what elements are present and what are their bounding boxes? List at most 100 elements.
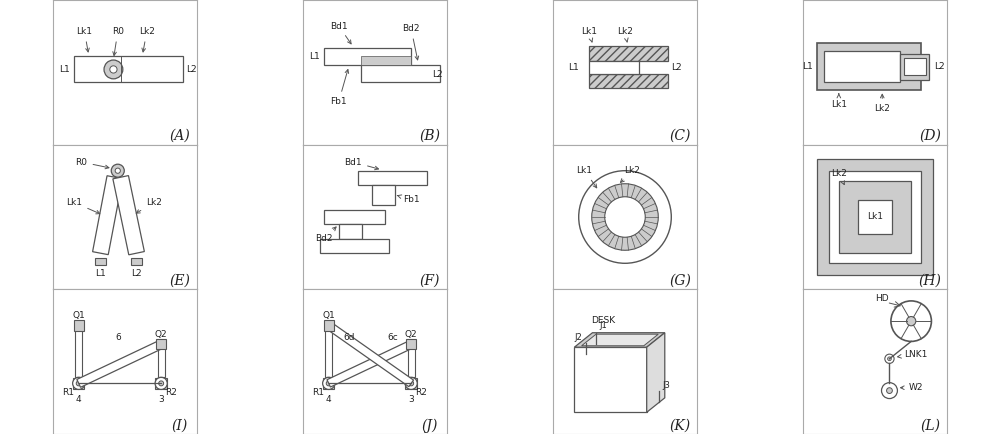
Circle shape bbox=[73, 377, 85, 389]
Bar bbox=[589, 74, 668, 88]
Bar bbox=[817, 43, 921, 90]
Text: (L): (L) bbox=[920, 418, 940, 432]
Bar bbox=[75, 326, 82, 377]
Bar bbox=[131, 257, 142, 265]
Polygon shape bbox=[582, 334, 658, 346]
Text: R1: R1 bbox=[63, 388, 75, 397]
Text: 6c: 6c bbox=[387, 333, 398, 342]
Text: Lk2: Lk2 bbox=[831, 169, 847, 184]
Text: (G): (G) bbox=[669, 274, 691, 288]
Bar bbox=[839, 181, 911, 253]
Bar bbox=[73, 378, 84, 389]
Text: J1: J1 bbox=[599, 322, 607, 330]
Text: Q1: Q1 bbox=[72, 311, 85, 320]
Circle shape bbox=[323, 377, 335, 389]
Circle shape bbox=[115, 168, 120, 173]
Text: LNK1: LNK1 bbox=[898, 350, 927, 359]
Text: Lk2: Lk2 bbox=[874, 94, 890, 113]
Polygon shape bbox=[574, 333, 665, 347]
Circle shape bbox=[891, 301, 931, 342]
Circle shape bbox=[579, 171, 671, 263]
Text: Fb1: Fb1 bbox=[397, 195, 419, 204]
Bar bbox=[325, 326, 332, 377]
Text: Bd2: Bd2 bbox=[316, 227, 336, 243]
Circle shape bbox=[326, 381, 331, 386]
Text: L1: L1 bbox=[95, 269, 106, 278]
Text: (F): (F) bbox=[420, 274, 440, 288]
Text: Lk2: Lk2 bbox=[136, 198, 162, 213]
Bar bbox=[358, 171, 427, 185]
Bar bbox=[74, 320, 84, 331]
Text: 4: 4 bbox=[326, 395, 332, 404]
Bar bbox=[900, 53, 929, 79]
Bar bbox=[324, 48, 411, 65]
Text: Lk2: Lk2 bbox=[617, 27, 633, 42]
Text: Lk1: Lk1 bbox=[576, 166, 597, 188]
Circle shape bbox=[592, 184, 658, 250]
Text: Fb1: Fb1 bbox=[331, 69, 349, 106]
Bar bbox=[372, 185, 395, 205]
Text: 4: 4 bbox=[76, 395, 82, 404]
Text: (I): (I) bbox=[172, 418, 188, 432]
Bar bbox=[361, 65, 440, 82]
Text: R2: R2 bbox=[165, 388, 177, 397]
Bar bbox=[829, 171, 921, 263]
Bar bbox=[320, 239, 389, 253]
Text: W2: W2 bbox=[901, 383, 923, 392]
Bar bbox=[405, 378, 417, 389]
Text: J3: J3 bbox=[663, 381, 671, 390]
Polygon shape bbox=[327, 341, 413, 387]
Polygon shape bbox=[93, 176, 123, 255]
Bar bbox=[339, 224, 362, 239]
Polygon shape bbox=[77, 340, 163, 387]
Text: 6: 6 bbox=[115, 333, 121, 342]
Text: 3: 3 bbox=[408, 395, 414, 404]
Polygon shape bbox=[113, 176, 144, 255]
Bar bbox=[589, 46, 668, 61]
Bar bbox=[858, 200, 892, 234]
Bar bbox=[95, 257, 106, 265]
Bar bbox=[817, 159, 933, 275]
Bar bbox=[406, 339, 416, 349]
Bar bbox=[323, 378, 334, 389]
Text: L2: L2 bbox=[186, 65, 196, 74]
Bar bbox=[324, 210, 385, 224]
Circle shape bbox=[885, 354, 894, 363]
Circle shape bbox=[882, 383, 897, 398]
Circle shape bbox=[104, 60, 123, 79]
Bar bbox=[361, 56, 411, 65]
Bar bbox=[904, 58, 926, 75]
Text: R0: R0 bbox=[112, 27, 124, 56]
Circle shape bbox=[405, 377, 417, 389]
Text: (K): (K) bbox=[669, 418, 691, 432]
Text: (H): (H) bbox=[919, 274, 941, 288]
Text: L1: L1 bbox=[309, 52, 320, 61]
Bar bbox=[74, 56, 183, 82]
Bar bbox=[589, 61, 639, 74]
Text: L1: L1 bbox=[802, 62, 813, 71]
Text: L2: L2 bbox=[934, 62, 945, 71]
Text: Q2: Q2 bbox=[405, 330, 417, 339]
Text: Lk1: Lk1 bbox=[867, 213, 883, 221]
Text: 6d: 6d bbox=[343, 333, 355, 342]
Circle shape bbox=[155, 377, 167, 389]
Circle shape bbox=[888, 357, 891, 361]
Text: (A): (A) bbox=[170, 129, 190, 143]
Text: (B): (B) bbox=[419, 129, 440, 143]
Text: DESK: DESK bbox=[591, 316, 615, 325]
Bar bbox=[408, 344, 415, 377]
Text: Lk1: Lk1 bbox=[581, 27, 597, 42]
Text: R0: R0 bbox=[76, 158, 109, 169]
Circle shape bbox=[887, 388, 892, 394]
Text: R2: R2 bbox=[415, 388, 427, 397]
Text: Bd2: Bd2 bbox=[402, 24, 420, 60]
Text: Q1: Q1 bbox=[322, 311, 335, 320]
Text: L1: L1 bbox=[59, 65, 70, 74]
Bar bbox=[158, 344, 165, 377]
Text: HD: HD bbox=[875, 294, 889, 303]
Text: J2: J2 bbox=[575, 333, 583, 342]
Circle shape bbox=[110, 66, 117, 73]
Circle shape bbox=[159, 381, 164, 386]
Polygon shape bbox=[574, 347, 647, 412]
Text: Lk2: Lk2 bbox=[139, 27, 155, 52]
